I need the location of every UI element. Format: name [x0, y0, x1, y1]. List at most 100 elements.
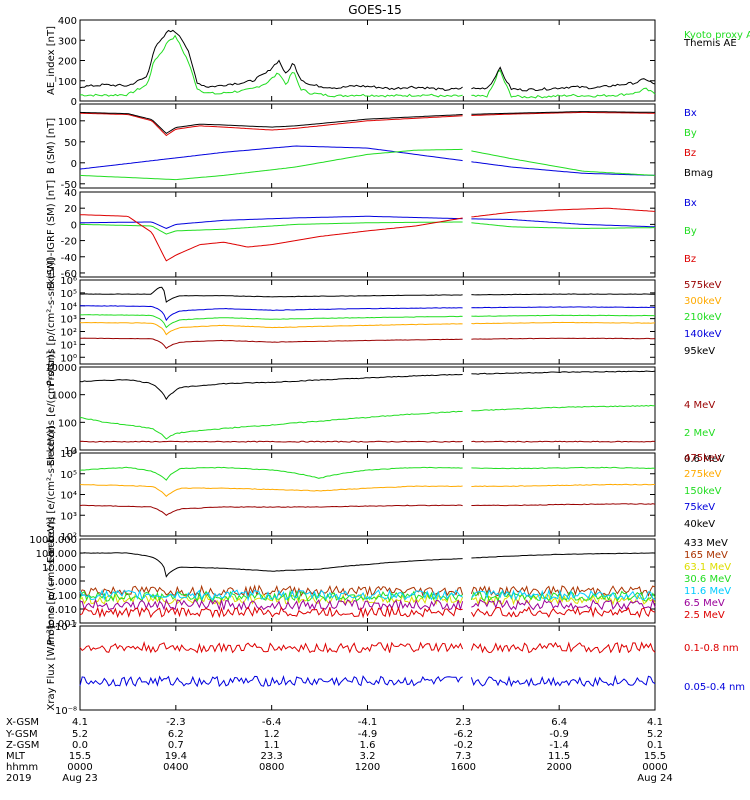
- y-tick-label: 10⁵: [60, 470, 77, 481]
- y-tick-label: 10.000: [42, 563, 77, 574]
- y-tick-label: 200: [58, 57, 77, 68]
- legend-entry: Bmag: [684, 168, 713, 179]
- y-tick-label: 0.010: [48, 605, 77, 616]
- legend-entry: Bx: [684, 198, 697, 209]
- ephemeris-value: 0800: [259, 762, 284, 773]
- y-tick-label: 100: [58, 77, 77, 88]
- legend-entry: Bx: [684, 108, 697, 119]
- legend-entry: 2 MeV: [684, 428, 715, 439]
- y-tick-label: 10⁰: [60, 353, 77, 364]
- y-tick-label: 40: [64, 188, 77, 199]
- ephemeris-row-label: MLT: [6, 751, 26, 762]
- series-line-2-5-mev: [79, 605, 656, 619]
- series-line-kyoto-proxy-ae: [79, 34, 656, 99]
- ephemeris-value: 0.7: [168, 740, 184, 751]
- legend-entry: 150keV: [684, 486, 722, 497]
- y-tick-label: 1000: [52, 391, 77, 402]
- y-tick-label: 100: [58, 418, 77, 429]
- series-line-bx: [79, 145, 656, 176]
- ephemeris-table: X-GSMY-GSMZ-GSMMLThhmm20194.15.20.015.50…: [5, 717, 673, 784]
- legend: 475keV 275keV 150keV 75keV 40keV: [684, 453, 722, 530]
- y-tick-label: 10000: [45, 363, 77, 374]
- ephemeris-value: 0000: [67, 762, 92, 773]
- legend: Bx By Bz: [684, 198, 697, 265]
- legend-entry: 140keV: [684, 329, 722, 340]
- y-tick-label: -50: [61, 180, 77, 191]
- ephemeris-value: 1.2: [264, 729, 280, 740]
- ephemeris-value: -4.1: [358, 717, 378, 728]
- y-tick-label: 0.001: [48, 619, 77, 630]
- ephemeris-value: 6.4: [551, 717, 567, 728]
- legend-entry: 40keV: [684, 519, 715, 530]
- legend: Kyoto proxy AEThemis AE: [683, 30, 750, 49]
- panel-7: 1000.000 100.000 10.000 1.000 0.100 0.010 0.00…: [29, 517, 731, 645]
- series-line-by: [79, 148, 656, 181]
- series-line-4-mev: [79, 440, 656, 443]
- series-line-0-05-0-4-nm: [79, 674, 656, 688]
- y-tick-label: 10⁴: [60, 491, 77, 502]
- y-tick-label: 10⁻⁷: [55, 622, 77, 633]
- y-tick-label: 0: [71, 220, 77, 231]
- series-line-11-6-mev: [79, 588, 656, 602]
- ephemeris-value: 1.1: [264, 740, 280, 751]
- legend-entry: 75keV: [684, 502, 715, 513]
- legend-entry: 2.5 MeV: [684, 610, 725, 621]
- y-tick-label: 10¹: [60, 340, 77, 351]
- legend: Bx By Bz Bmag: [684, 108, 713, 179]
- ephemeris-row-label: 2019: [6, 773, 31, 784]
- ephemeris-value: -0.2: [454, 740, 474, 751]
- series-line-210kev: [79, 314, 656, 329]
- series-line-165-mev: [79, 584, 656, 598]
- ephemeris-value: Aug 24: [637, 773, 672, 784]
- series-line-0-1-0-8-nm: [79, 641, 656, 654]
- ephemeris-value: 0.0: [72, 740, 88, 751]
- y-axis-label: Electrons [e/(cm²-s-sr)]: [46, 351, 57, 467]
- y-tick-label: 10²: [60, 328, 77, 339]
- ephemeris-value: 19.4: [165, 751, 187, 762]
- y-tick-label: 10⁶: [60, 276, 77, 287]
- ephemeris-value: 5.2: [647, 729, 663, 740]
- ephemeris-value: 2.3: [455, 717, 471, 728]
- y-tick-label: 50: [64, 138, 77, 149]
- ephemeris-value: 0400: [163, 762, 188, 773]
- y-ticks: 40 20 0 -20 -40 -60: [61, 188, 656, 280]
- y-tick-label: 100: [58, 117, 77, 128]
- ephemeris-value: 15.5: [644, 751, 666, 762]
- panel-5: 10000 1000 100 10 Electrons [e/(cm²-s-sr)] 4 …: [45, 351, 725, 467]
- ephemeris-value: -2.3: [166, 717, 186, 728]
- ephemeris-value: 6.2: [168, 729, 184, 740]
- y-axis-label: Xray Flux [W/m²]: [46, 625, 57, 710]
- y-tick-label: 10⁶: [60, 449, 77, 460]
- ephemeris-row-label: hhmm: [6, 762, 38, 773]
- series-line-by: [80, 221, 655, 235]
- y-tick-label: 10³: [60, 511, 77, 522]
- y-ticks: 10000 1000 100 10: [45, 363, 656, 457]
- ephemeris-value: 15.5: [69, 751, 91, 762]
- series-line-0-6-mev: [79, 370, 656, 401]
- ephemeris-row-label: Z-GSM: [6, 740, 39, 751]
- ephemeris-value: Aug 23: [62, 773, 97, 784]
- y-tick-label: 0.100: [48, 591, 77, 602]
- legend-entry: 6.5 MeV: [684, 598, 725, 609]
- legend-entry: 11.6 MeV: [684, 586, 731, 597]
- legend-entry: 0.1-0.8 nm: [684, 643, 739, 654]
- legend-entry: 0.6 MeV: [684, 454, 725, 465]
- ephemeris-value: 11.5: [548, 751, 570, 762]
- series-line-475kev: [79, 503, 656, 517]
- series-line-95kev: [79, 286, 656, 303]
- ephemeris-row-label: X-GSM: [6, 717, 39, 728]
- panel-frame: [79, 538, 656, 624]
- ephemeris-value: 4.1: [72, 717, 88, 728]
- y-axis-label: B (SM)-IGRF (SM) [nT]: [46, 180, 57, 289]
- legend: 4 MeV 2 MeV 0.6 MeV: [684, 400, 725, 465]
- series-line-433-mev: [80, 552, 656, 578]
- y-tick-label: 10³: [60, 315, 77, 326]
- legend-entry: 210keV: [684, 312, 722, 323]
- ephemeris-value: -6.4: [262, 717, 282, 728]
- legend-entry: 475keV: [684, 453, 722, 464]
